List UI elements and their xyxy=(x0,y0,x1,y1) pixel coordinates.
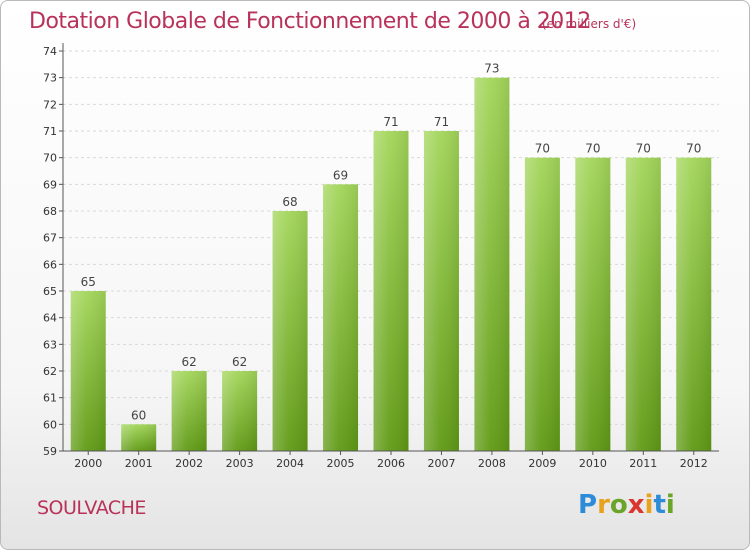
data-label-2009: 70 xyxy=(535,142,550,156)
y-tick-label-73: 73 xyxy=(43,72,57,85)
data-label-2010: 70 xyxy=(585,142,600,156)
data-label-2000: 65 xyxy=(81,275,96,289)
data-label-2002: 62 xyxy=(182,355,197,369)
x-tick-label-2006: 2006 xyxy=(377,457,405,470)
labels: 59 60 61 62 63 64 65 66 67 68 69 70 71 72 73 74 2000 65 20… xyxy=(43,45,708,470)
x-tick-label-2011: 2011 xyxy=(629,457,657,470)
bar-gloss-2006 xyxy=(373,131,409,451)
commune-name: SOULVACHE xyxy=(37,497,146,519)
data-label-2003: 62 xyxy=(232,355,247,369)
y-tick-label-61: 61 xyxy=(43,392,57,405)
data-label-2004: 68 xyxy=(282,195,297,209)
chart-unit: (en milliers d'€) xyxy=(542,17,637,31)
y-tick-label-66: 66 xyxy=(43,258,57,271)
data-label-2006: 71 xyxy=(383,115,398,129)
logo-letter-6: i xyxy=(665,490,675,520)
chart-title: Dotation Globale de Fonctionnement de 20… xyxy=(29,9,591,34)
bars xyxy=(70,77,712,452)
y-tick-label-65: 65 xyxy=(43,285,57,298)
y-tick-label-69: 69 xyxy=(43,178,57,191)
bar-gloss-2009 xyxy=(524,157,560,451)
proxiti-logo: Proxiti xyxy=(578,490,675,520)
logo-letter-3: x xyxy=(627,490,645,520)
x-tick-label-2009: 2009 xyxy=(528,457,556,470)
y-tick-label-67: 67 xyxy=(43,232,57,245)
bar-gloss-2000 xyxy=(70,291,106,451)
bar-gloss-2002 xyxy=(171,371,207,451)
y-tick-label-64: 64 xyxy=(43,312,57,325)
y-tick-label-63: 63 xyxy=(43,338,57,351)
logo-letter-4: i xyxy=(644,490,654,520)
x-tick-label-2012: 2012 xyxy=(680,457,708,470)
x-tick-label-2005: 2005 xyxy=(327,457,355,470)
y-tick-label-72: 72 xyxy=(43,98,57,111)
x-tick-label-2010: 2010 xyxy=(579,457,607,470)
x-tick-label-2007: 2007 xyxy=(427,457,455,470)
x-tick-label-2001: 2001 xyxy=(125,457,153,470)
x-tick-label-2003: 2003 xyxy=(226,457,254,470)
bar-gloss-2007 xyxy=(423,131,459,451)
x-tick-label-2000: 2000 xyxy=(74,457,102,470)
bar-gloss-2004 xyxy=(272,211,308,451)
y-tick-label-74: 74 xyxy=(43,45,57,58)
data-label-2008: 73 xyxy=(484,62,499,76)
bar-gloss-2011 xyxy=(625,157,661,451)
y-tick-label-70: 70 xyxy=(43,152,57,165)
bar-gloss-2012 xyxy=(676,157,712,451)
y-tick-label-60: 60 xyxy=(43,418,57,431)
logo-letter-1: r xyxy=(597,490,610,520)
bar-gloss-2008 xyxy=(474,77,510,452)
y-tick-label-68: 68 xyxy=(43,205,57,218)
bar-gloss-2003 xyxy=(222,371,258,451)
y-tick-label-71: 71 xyxy=(43,125,57,138)
y-tick-label-59: 59 xyxy=(43,445,57,458)
logo-letter-0: P xyxy=(578,490,598,520)
logo-letter-5: t xyxy=(653,490,666,520)
y-tick-label-62: 62 xyxy=(43,365,57,378)
bar-gloss-2005 xyxy=(323,184,359,452)
logo-letter-2: o xyxy=(609,490,628,520)
bar-gloss-2001 xyxy=(121,424,157,451)
data-label-2001: 60 xyxy=(131,408,146,422)
x-tick-label-2002: 2002 xyxy=(175,457,203,470)
x-tick-label-2008: 2008 xyxy=(478,457,506,470)
data-label-2007: 71 xyxy=(434,115,449,129)
data-label-2012: 70 xyxy=(686,142,701,156)
axes xyxy=(59,43,719,455)
data-label-2011: 70 xyxy=(636,142,651,156)
bar-gloss-2010 xyxy=(575,157,611,451)
x-tick-label-2004: 2004 xyxy=(276,457,304,470)
data-label-2005: 69 xyxy=(333,168,348,182)
